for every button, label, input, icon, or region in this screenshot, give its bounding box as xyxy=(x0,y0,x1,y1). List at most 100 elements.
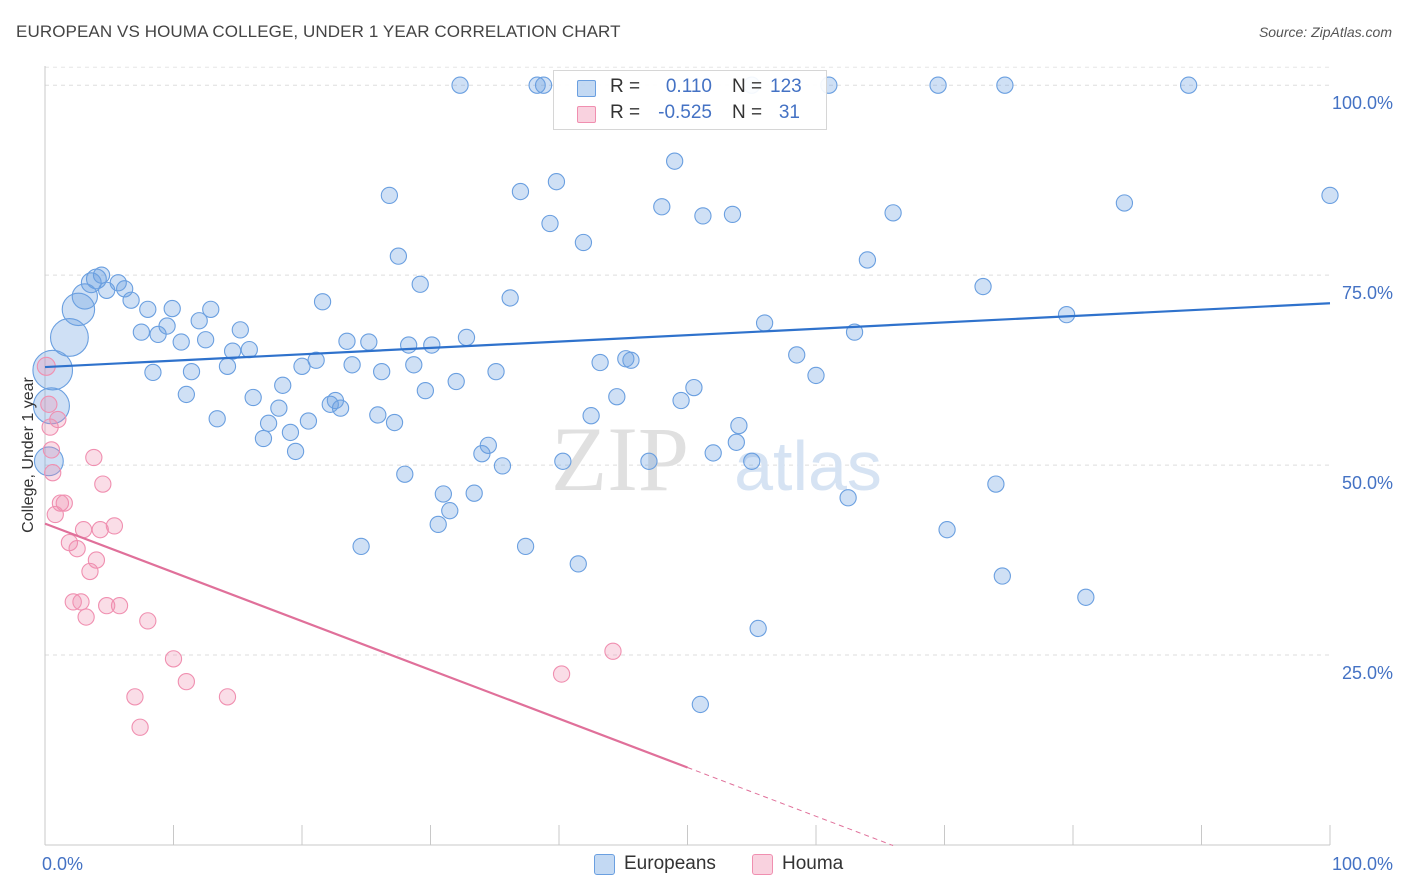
europeans-point xyxy=(993,567,1011,585)
europeans-point xyxy=(547,173,566,191)
legend-n-label: N = xyxy=(732,102,763,123)
bottom-legend-label-houma: Houma xyxy=(782,853,844,874)
x-tick-label: 100.0% xyxy=(1332,854,1393,874)
europeans-point xyxy=(685,378,703,397)
watermark-zip: ZIP xyxy=(551,408,689,510)
europeans-point xyxy=(389,247,408,265)
europeans-point xyxy=(352,537,370,556)
europeans-point xyxy=(1321,186,1339,205)
houma-trend-line xyxy=(44,522,688,769)
europeans-point xyxy=(554,452,572,470)
legend-n-value: 31 xyxy=(778,102,800,123)
houma-point xyxy=(40,395,58,413)
houma-point xyxy=(55,494,73,512)
legend-n-label: N = xyxy=(732,76,763,97)
europeans-point xyxy=(884,204,902,222)
europeans-point xyxy=(704,444,722,462)
europeans-point xyxy=(423,336,441,354)
europeans-point xyxy=(622,351,640,369)
chart-source: Source: ZipAtlas.com xyxy=(1258,24,1392,40)
houma-point xyxy=(604,642,622,660)
europeans-point xyxy=(807,366,825,385)
europeans-point xyxy=(591,353,609,372)
legend-r-value: -0.525 xyxy=(658,102,712,123)
europeans-point xyxy=(122,291,140,309)
europeans-point xyxy=(71,283,98,310)
houma-point xyxy=(51,494,70,512)
houma-point xyxy=(126,688,144,706)
europeans-point xyxy=(447,372,465,391)
europeans-point xyxy=(987,475,1005,493)
europeans-point xyxy=(974,277,992,296)
europeans-point xyxy=(501,289,519,307)
europeans-point xyxy=(144,363,162,382)
europeans-point xyxy=(182,362,201,381)
europeans-point xyxy=(299,412,318,430)
europeans-point xyxy=(730,416,748,435)
europeans-point xyxy=(109,274,127,292)
europeans-point xyxy=(457,328,476,347)
europeans-point xyxy=(479,436,497,454)
europeans-point xyxy=(32,349,74,391)
europeans-point xyxy=(788,346,806,364)
europeans-point xyxy=(839,489,857,507)
houma-point xyxy=(139,612,157,630)
europeans-point xyxy=(400,336,418,354)
europeans-point xyxy=(218,357,237,375)
y-tick-label: 25.0% xyxy=(1342,663,1393,683)
houma-point xyxy=(218,688,237,706)
europeans-point xyxy=(416,381,435,400)
bottom-legend-swatch-europeans xyxy=(594,854,615,875)
europeans-point xyxy=(33,446,64,477)
houma-point xyxy=(46,505,64,524)
europeans-point xyxy=(49,318,89,357)
europeans-point xyxy=(749,619,767,638)
legend-box: R = 0.110 N = 123 R = -0.525 N = 31 xyxy=(553,70,827,130)
europeans-point xyxy=(343,356,361,374)
europeans-point xyxy=(270,399,288,417)
houma-point xyxy=(94,475,112,493)
europeans-point xyxy=(1077,588,1095,606)
europeans-point xyxy=(307,351,325,369)
europeans-point xyxy=(569,555,587,573)
europeans-point xyxy=(373,362,391,381)
legend-swatch-europeans xyxy=(577,80,596,97)
europeans-point xyxy=(666,152,684,170)
europeans-point xyxy=(574,233,593,252)
legend-r-label: R = xyxy=(610,102,641,123)
houma-point xyxy=(77,608,95,626)
y-tick-label: 50.0% xyxy=(1342,473,1393,493)
europeans-point xyxy=(691,695,710,714)
europeans-point xyxy=(172,333,190,351)
europeans-point xyxy=(938,521,956,539)
europeans-point xyxy=(451,76,469,94)
europeans-point xyxy=(516,537,535,556)
europeans-point xyxy=(1180,76,1198,94)
europeans-point xyxy=(487,362,505,381)
europeans-point xyxy=(1115,194,1134,212)
europeans-point xyxy=(223,342,242,360)
houma-point xyxy=(87,551,106,569)
legend-r-label: R = xyxy=(610,76,641,97)
y-tick-labels: 25.0% 50.0% 75.0% 100.0% xyxy=(1332,93,1393,683)
europeans-point xyxy=(493,457,512,475)
europeans-point xyxy=(286,442,305,461)
houma-point xyxy=(177,672,196,691)
grid-lines xyxy=(45,66,1330,656)
europeans-point xyxy=(441,502,459,520)
europeans-point xyxy=(202,300,220,318)
europeans-point xyxy=(534,76,553,94)
bottom-legend-swatch-houma xyxy=(752,854,773,875)
europeans-point xyxy=(254,429,273,448)
europeans-point xyxy=(380,186,399,205)
europeans-point xyxy=(163,299,181,318)
europeans-point xyxy=(61,292,96,327)
europeans-trend-line xyxy=(44,302,1331,369)
europeans-point xyxy=(672,391,690,410)
europeans-point xyxy=(541,214,559,233)
houma-point xyxy=(164,650,183,668)
europeans-point xyxy=(208,410,226,428)
europeans-point xyxy=(582,407,600,425)
europeans-point xyxy=(528,76,546,94)
europeans-point xyxy=(743,452,761,470)
